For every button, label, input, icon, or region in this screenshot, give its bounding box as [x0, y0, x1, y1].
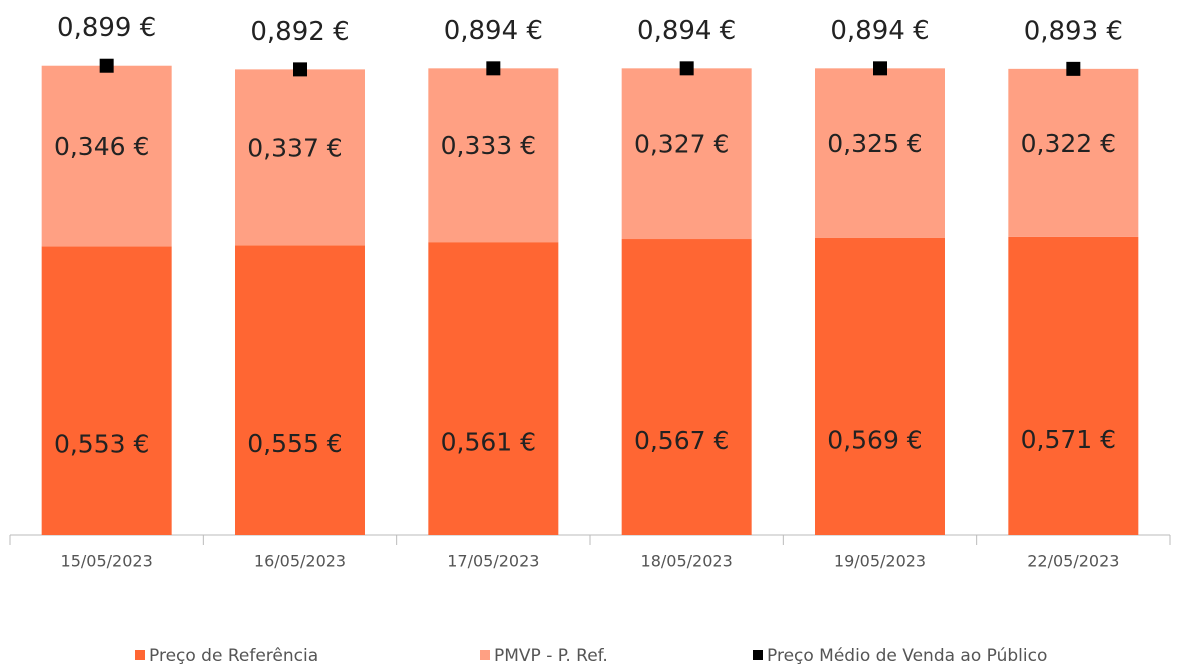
bar-segment — [1008, 236, 1139, 536]
data-label: 0,892 € — [250, 17, 349, 47]
marker — [486, 61, 501, 76]
legend-label: Preço Médio de Venda ao Público — [767, 646, 1047, 666]
data-label: 0,894 € — [444, 16, 543, 46]
data-label: 0,325 € — [827, 129, 922, 158]
marker — [873, 61, 887, 76]
data-label: 0,322 € — [1021, 129, 1116, 158]
data-label: 0,894 € — [637, 16, 736, 46]
marker — [99, 58, 114, 73]
bar-segment — [815, 237, 945, 535]
legend-swatch — [753, 650, 763, 660]
legend-label: Preço de Referência — [149, 646, 318, 666]
legend-swatch — [480, 650, 490, 660]
data-label: 0,327 € — [634, 130, 729, 159]
marker — [293, 62, 307, 77]
data-label: 0,567 € — [634, 426, 729, 455]
x-tick-label: 22/05/2023 — [1027, 552, 1119, 571]
x-tick-label: 15/05/2023 — [61, 552, 153, 571]
x-tick-label: 18/05/2023 — [641, 552, 733, 571]
bar-segment — [428, 68, 559, 243]
legend-label: PMVP - P. Ref. — [494, 646, 608, 666]
bar-segment — [41, 65, 172, 247]
data-label: 0,893 € — [1024, 16, 1123, 46]
data-label: 0,337 € — [247, 133, 342, 162]
marker — [1066, 61, 1081, 76]
data-label: 0,561 € — [441, 428, 536, 457]
data-label: 0,555 € — [247, 429, 342, 458]
bar-segment — [1008, 68, 1139, 237]
data-label: 0,894 € — [830, 16, 929, 46]
x-tick-label: 19/05/2023 — [834, 552, 926, 571]
data-label: 0,553 € — [54, 430, 149, 459]
bar-segment — [621, 239, 752, 535]
x-tick-label: 16/05/2023 — [254, 552, 346, 571]
bar-segment — [235, 245, 365, 536]
marker — [679, 61, 694, 76]
bar-segment — [621, 68, 752, 240]
data-label: 0,346 € — [54, 132, 149, 161]
data-label: 0,333 € — [441, 131, 536, 160]
bar-segment — [235, 69, 365, 246]
bar-segment — [41, 246, 172, 536]
data-label: 0,569 € — [827, 425, 922, 454]
bar-segment — [815, 68, 945, 238]
bar-segment — [428, 242, 559, 535]
data-label: 0,571 € — [1021, 425, 1116, 454]
data-label: 0,899 € — [57, 13, 156, 43]
legend-swatch — [135, 650, 145, 660]
x-tick-label: 17/05/2023 — [447, 552, 539, 571]
